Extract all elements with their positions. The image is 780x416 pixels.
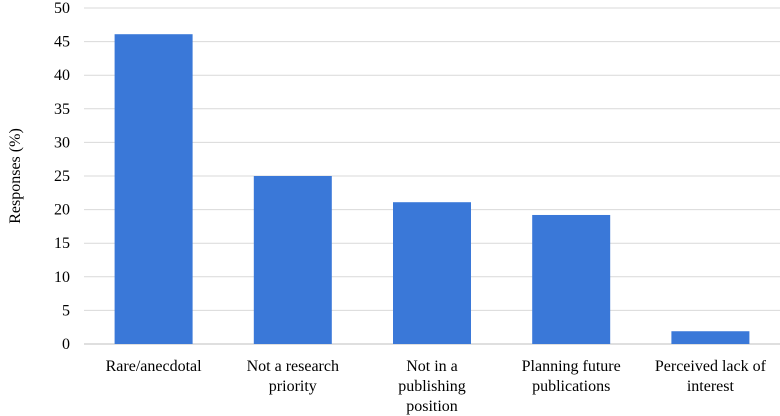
bars [114, 34, 750, 344]
y-tick-label: 0 [62, 336, 70, 353]
bar [253, 176, 332, 344]
y-tick-labels: 0 5 10 15 20 25 30 35 40 45 50 [54, 0, 70, 353]
x-category-label-line: Planning future [522, 358, 621, 375]
y-tick-label: 50 [54, 0, 70, 17]
x-category-label: Perceived lack of interest [655, 358, 767, 395]
x-category-label: Not a research priority [247, 358, 339, 395]
x-category-label-line: Not in a [406, 358, 458, 375]
bar [393, 202, 471, 344]
x-category-label-line: interest [687, 378, 735, 395]
x-category-label-line: publications [532, 378, 610, 395]
x-category-label-line: Not a research [247, 358, 339, 375]
x-category-label: Rare/anecdotal [106, 358, 203, 375]
y-tick-label: 45 [54, 34, 70, 51]
y-tick-label: 25 [54, 168, 70, 185]
x-category-labels: Rare/anecdotal Not a research priorityNot … [106, 358, 767, 415]
x-category-label-line: position [406, 398, 458, 415]
y-tick-label: 40 [54, 67, 70, 84]
y-tick-label: 30 [54, 134, 70, 151]
bar [671, 331, 750, 344]
x-category-label-line: publishing [398, 378, 466, 395]
x-category-label: Not in a publishing position [398, 358, 466, 415]
y-tick-label: 35 [54, 101, 70, 118]
y-tick-label: 5 [62, 302, 70, 319]
bar [532, 214, 611, 344]
x-category-label-line: Perceived lack of [655, 358, 767, 375]
y-tick-label: 15 [54, 235, 70, 252]
x-category-label: Planning future publications [522, 358, 621, 395]
x-category-label-line: priority [269, 378, 317, 395]
x-category-label-line: Rare/anecdotal [106, 358, 203, 375]
y-axis-title: Responses (%) [7, 128, 24, 224]
bar [114, 34, 193, 344]
y-tick-label: 20 [54, 202, 70, 219]
y-tick-label: 10 [54, 269, 70, 286]
